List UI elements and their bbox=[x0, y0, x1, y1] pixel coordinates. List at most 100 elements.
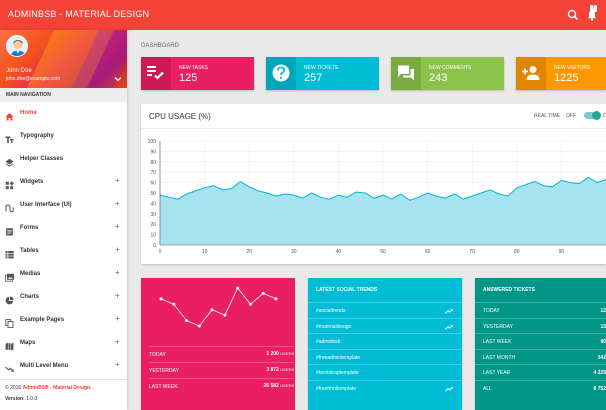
sidebar-item-label: Home bbox=[20, 110, 37, 116]
info-box-label: NEW TICKETS bbox=[304, 65, 339, 71]
stat-label: YESTERDAY bbox=[149, 368, 179, 374]
help-icon bbox=[272, 64, 290, 82]
layers-icon bbox=[5, 154, 14, 167]
sparkline-point bbox=[210, 308, 214, 312]
social-tag-item[interactable]: #socialtrends bbox=[308, 302, 462, 318]
sparkline-series bbox=[160, 287, 277, 327]
perm-media-icon bbox=[5, 273, 14, 282]
notifications-icon[interactable] bbox=[585, 8, 599, 22]
answered-row: YESTERDAY 15 bbox=[475, 317, 606, 334]
answered-tickets-list: TODAY 12 YESTERDAY 15 LAST WEEK 90 LAST MONTH 3… bbox=[475, 302, 606, 395]
info-box-new-tickets[interactable]: NEW TICKETS 257 bbox=[266, 57, 379, 90]
social-tag-label: #adminbsb bbox=[316, 339, 341, 345]
expand-icon[interactable]: + bbox=[115, 360, 120, 369]
social-tag-item[interactable]: #freehtmltemplate bbox=[308, 379, 462, 396]
expand-icon[interactable]: + bbox=[115, 245, 120, 254]
y-tick-label: 30 bbox=[150, 212, 156, 218]
y-tick-label: 70 bbox=[150, 170, 156, 176]
info-box-label: NEW VISITORS bbox=[554, 65, 591, 71]
x-tick-label: 80 bbox=[514, 249, 520, 255]
expand-icon[interactable]: + bbox=[115, 176, 120, 185]
info-box-value: 243 bbox=[429, 72, 448, 84]
expand-icon[interactable]: + bbox=[115, 314, 120, 323]
sidebar-item-example-pages[interactable]: Example Pages + bbox=[0, 309, 127, 332]
x-tick-label: 10 bbox=[202, 249, 208, 255]
x-tick-label: 90 bbox=[559, 249, 565, 255]
view-list-icon bbox=[5, 251, 14, 259]
answered-value: 12 bbox=[600, 308, 606, 314]
sparkline-point bbox=[159, 297, 163, 301]
x-tick-label: 60 bbox=[425, 249, 431, 255]
footer-brand-link[interactable]: AdminBSB - Material Design. bbox=[22, 385, 92, 391]
expand-icon[interactable]: + bbox=[115, 199, 120, 208]
page-title: DASHBOARD bbox=[141, 43, 180, 49]
expand-icon[interactable]: + bbox=[115, 337, 120, 346]
pie-chart-icon bbox=[5, 292, 14, 305]
expand-icon[interactable]: + bbox=[115, 222, 120, 231]
realtime-toggle[interactable] bbox=[584, 111, 601, 120]
sidebar-item-home[interactable]: Home bbox=[0, 102, 127, 125]
social-trends-card: LATEST SOCIAL TRENDS #socialtrends #mater… bbox=[308, 278, 462, 410]
sidebar-item-multi-level-menu[interactable]: Multi Level Menu + bbox=[0, 355, 127, 378]
stat-row: LAST WEEK 26 582 USERS bbox=[149, 378, 294, 394]
text-fields-icon bbox=[5, 136, 14, 143]
widgets-icon bbox=[5, 181, 14, 190]
stat-value-group: 3 872 USERS bbox=[266, 367, 294, 373]
info-box-new-tasks[interactable]: NEW TASKS 125 bbox=[141, 57, 254, 90]
answered-value: 4 225 bbox=[593, 370, 606, 376]
social-tag-item[interactable]: #freeadmintemplate bbox=[308, 348, 462, 365]
content-copy-icon bbox=[5, 319, 14, 329]
stat-unit: USERS bbox=[280, 383, 294, 388]
answered-row: TODAY 12 bbox=[475, 302, 606, 318]
social-tag-label: #bootstraptemplate bbox=[316, 370, 359, 376]
sparkline-point bbox=[172, 302, 176, 306]
sidebar-item-charts[interactable]: Charts + bbox=[0, 286, 127, 309]
answered-row: LAST WEEK 90 bbox=[475, 333, 606, 349]
perm-media-icon bbox=[5, 269, 14, 282]
expand-icon[interactable]: + bbox=[115, 268, 120, 277]
nav-menu: Home Typography Helper Classes Widgets + User… bbox=[0, 102, 127, 378]
visitor-stats: TODAY 1 200 USERS YESTERDAY 3 872 USERS LAST… bbox=[149, 346, 294, 394]
sidebar-item-typography[interactable]: Typography bbox=[0, 125, 127, 148]
sidebar-item-label: User Interface (UI) bbox=[20, 202, 72, 208]
answered-label: YESTERDAY bbox=[483, 323, 513, 330]
social-tag-item[interactable]: #materialdesign bbox=[308, 317, 462, 334]
cpu-card-title: CPU USAGE (%) bbox=[149, 112, 211, 121]
sidebar-item-user-interface-ui[interactable]: User Interface (UI) + bbox=[0, 194, 127, 217]
home-icon bbox=[5, 113, 14, 121]
x-tick-label: 50 bbox=[380, 249, 386, 255]
map-icon bbox=[5, 338, 14, 351]
y-tick-label: 20 bbox=[150, 222, 156, 228]
visitors-sparkline-card: TODAY 1 200 USERS YESTERDAY 3 872 USERS LAST… bbox=[141, 278, 295, 410]
sidebar-item-forms[interactable]: Forms + bbox=[0, 217, 127, 240]
avatar[interactable] bbox=[6, 35, 28, 57]
top-navbar: ADMINBSB - MATERIAL DESIGN 7 bbox=[0, 0, 606, 30]
sidebar-item-tables[interactable]: Tables + bbox=[0, 240, 127, 263]
sparkline-chart bbox=[159, 286, 278, 328]
chevron-down-icon[interactable] bbox=[114, 76, 122, 82]
search-icon[interactable] bbox=[566, 8, 580, 22]
answered-label: LAST WEEK bbox=[483, 339, 512, 345]
stat-value: 26 582 bbox=[263, 383, 279, 389]
realtime-off-label: OFF bbox=[566, 113, 576, 119]
pie-chart-icon bbox=[5, 296, 14, 305]
social-tag-item[interactable]: #bootstraptemplate bbox=[308, 364, 462, 380]
answered-row: ALL 8 752 bbox=[475, 379, 606, 396]
toggle-knob[interactable] bbox=[592, 111, 601, 120]
brand-title[interactable]: ADMINBSB - MATERIAL DESIGN bbox=[8, 9, 150, 19]
trending-up-icon bbox=[445, 386, 453, 392]
card-divider bbox=[141, 128, 606, 129]
expand-icon[interactable]: + bbox=[115, 291, 120, 300]
sidebar-item-helper-classes[interactable]: Helper Classes bbox=[0, 148, 127, 171]
social-tag-item[interactable]: #adminbsb bbox=[308, 333, 462, 349]
x-tick-label: 0 bbox=[159, 249, 162, 255]
info-box-new-visitors[interactable]: NEW VISITORS 1225 bbox=[516, 57, 606, 90]
info-box-new-comments[interactable]: NEW COMMENTS 243 bbox=[391, 57, 504, 90]
answered-row: LAST MONTH 342 bbox=[475, 348, 606, 365]
sidebar-item-widgets[interactable]: Widgets + bbox=[0, 171, 127, 194]
sidebar-item-medias[interactable]: Medias + bbox=[0, 263, 127, 286]
stat-unit: USERS bbox=[280, 367, 294, 372]
stat-value: 1 200 bbox=[266, 351, 279, 357]
content-copy-icon bbox=[5, 315, 14, 329]
sidebar-item-maps[interactable]: Maps + bbox=[0, 332, 127, 355]
